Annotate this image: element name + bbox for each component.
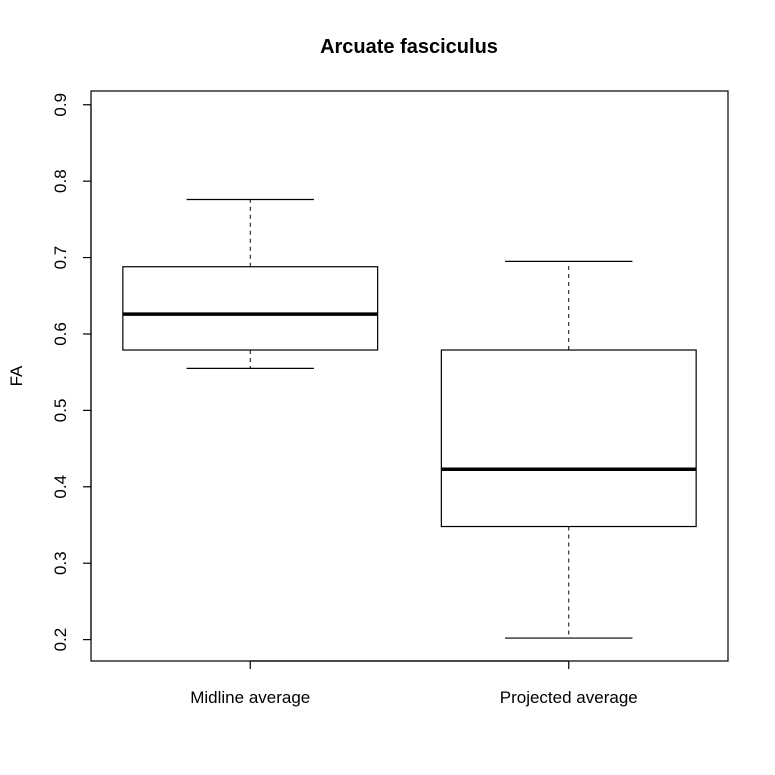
chart-title: Arcuate fasciculus [320,36,498,58]
x-tick-label: Midline average [190,688,310,707]
y-tick-label: 0.2 [51,628,70,652]
y-tick-label: 0.7 [51,246,70,270]
y-axis-label: FA [7,365,26,386]
boxes-group [122,198,697,639]
y-tick-label: 0.6 [51,322,70,346]
y-tick-label: 0.4 [51,475,70,499]
y-axis: 0.2 0.3 0.4 0.5 0.6 0.7 0.8 0.9 [51,93,92,652]
y-tick-label: 0.9 [51,93,70,117]
y-tick-label: 0.5 [51,399,70,423]
box-2 [440,260,697,639]
x-tick-label: Projected average [500,688,638,707]
box-1 [122,198,379,369]
x-axis: Midline average Projected average [190,660,638,707]
interquartile-box [122,266,379,351]
y-tick-label: 0.8 [51,169,70,193]
y-tick-label: 0.3 [51,551,70,575]
interquartile-box [440,349,697,528]
